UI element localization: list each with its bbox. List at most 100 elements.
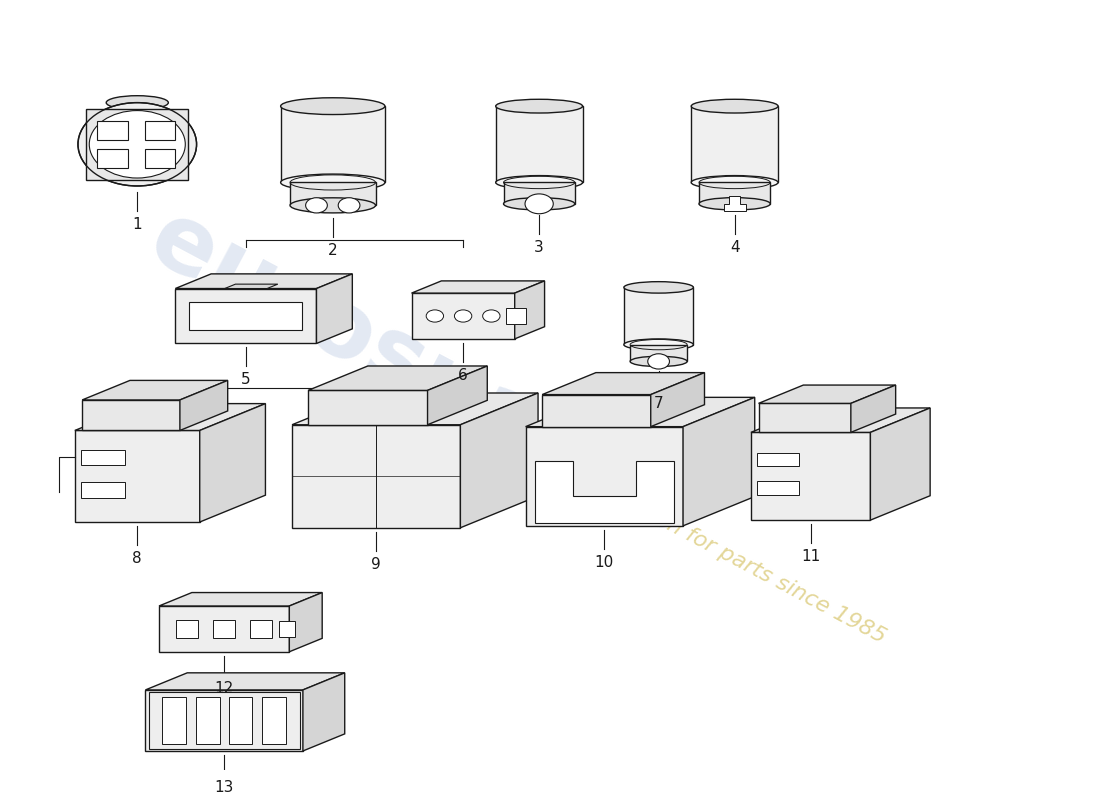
FancyBboxPatch shape [757, 453, 799, 466]
Polygon shape [683, 398, 755, 526]
FancyBboxPatch shape [176, 620, 198, 638]
FancyBboxPatch shape [81, 450, 124, 465]
Polygon shape [82, 400, 180, 430]
Circle shape [454, 310, 472, 322]
Circle shape [338, 198, 360, 213]
Ellipse shape [624, 339, 693, 350]
Polygon shape [200, 404, 265, 522]
FancyBboxPatch shape [145, 122, 175, 141]
Polygon shape [526, 398, 755, 426]
Text: 11: 11 [801, 549, 821, 564]
Ellipse shape [78, 102, 197, 186]
Polygon shape [651, 373, 704, 426]
Circle shape [426, 310, 443, 322]
Polygon shape [724, 196, 746, 211]
Polygon shape [160, 606, 289, 652]
Polygon shape [75, 430, 200, 522]
Text: eurospares: eurospares [134, 192, 705, 554]
Polygon shape [698, 182, 770, 204]
Text: passion for parts since 1985: passion for parts since 1985 [602, 481, 890, 647]
Polygon shape [759, 403, 851, 432]
Circle shape [525, 194, 553, 214]
Polygon shape [308, 366, 487, 390]
Polygon shape [175, 289, 317, 343]
FancyBboxPatch shape [262, 698, 286, 744]
FancyBboxPatch shape [97, 149, 128, 168]
FancyBboxPatch shape [229, 698, 252, 744]
Polygon shape [504, 182, 575, 204]
Circle shape [306, 198, 328, 213]
Ellipse shape [698, 198, 770, 210]
Polygon shape [308, 390, 428, 425]
Polygon shape [107, 110, 168, 182]
Polygon shape [292, 425, 461, 528]
Circle shape [648, 354, 670, 369]
Text: 4: 4 [729, 240, 739, 254]
Polygon shape [175, 274, 352, 289]
Text: 3: 3 [535, 240, 544, 254]
Polygon shape [280, 106, 385, 182]
Polygon shape [289, 593, 322, 652]
Polygon shape [759, 385, 895, 403]
FancyBboxPatch shape [506, 308, 526, 324]
Polygon shape [496, 106, 583, 182]
Polygon shape [461, 393, 538, 528]
Polygon shape [224, 284, 278, 289]
Text: 2: 2 [328, 242, 338, 258]
Polygon shape [75, 404, 265, 430]
Ellipse shape [89, 110, 185, 178]
Ellipse shape [624, 282, 693, 293]
Ellipse shape [280, 174, 385, 191]
Polygon shape [624, 287, 693, 345]
Polygon shape [411, 293, 515, 339]
Ellipse shape [691, 99, 778, 113]
Text: 8: 8 [132, 551, 142, 566]
Polygon shape [145, 690, 302, 751]
Polygon shape [290, 182, 375, 206]
FancyBboxPatch shape [97, 122, 128, 141]
Polygon shape [542, 373, 704, 394]
Text: 9: 9 [372, 557, 381, 572]
Polygon shape [87, 109, 188, 180]
Polygon shape [317, 274, 352, 343]
Polygon shape [526, 426, 683, 526]
Polygon shape [515, 281, 544, 339]
Polygon shape [751, 408, 931, 432]
Polygon shape [428, 366, 487, 425]
Polygon shape [630, 345, 688, 362]
Ellipse shape [691, 175, 778, 190]
Polygon shape [851, 385, 895, 432]
Text: 1: 1 [132, 217, 142, 232]
Text: 7: 7 [653, 396, 663, 411]
Text: 5: 5 [241, 373, 251, 387]
Polygon shape [535, 462, 673, 523]
FancyBboxPatch shape [250, 620, 272, 638]
Ellipse shape [496, 175, 583, 190]
Polygon shape [411, 281, 544, 293]
FancyBboxPatch shape [196, 698, 220, 744]
Polygon shape [82, 381, 228, 400]
Polygon shape [691, 106, 778, 182]
Ellipse shape [504, 198, 575, 210]
FancyBboxPatch shape [213, 620, 235, 638]
Ellipse shape [280, 98, 385, 114]
Text: 13: 13 [214, 780, 234, 795]
Polygon shape [180, 381, 228, 430]
FancyBboxPatch shape [189, 302, 302, 330]
Text: 6: 6 [459, 368, 468, 383]
FancyBboxPatch shape [145, 149, 175, 168]
Polygon shape [542, 394, 651, 426]
FancyBboxPatch shape [81, 482, 124, 498]
Ellipse shape [107, 96, 168, 110]
FancyBboxPatch shape [163, 698, 186, 744]
Polygon shape [145, 673, 344, 690]
Text: 12: 12 [214, 681, 234, 696]
Text: 10: 10 [595, 555, 614, 570]
Polygon shape [751, 432, 870, 520]
Ellipse shape [630, 356, 688, 366]
FancyBboxPatch shape [279, 622, 295, 637]
Circle shape [483, 310, 500, 322]
Ellipse shape [290, 198, 375, 213]
Ellipse shape [496, 99, 583, 113]
Polygon shape [302, 673, 344, 751]
